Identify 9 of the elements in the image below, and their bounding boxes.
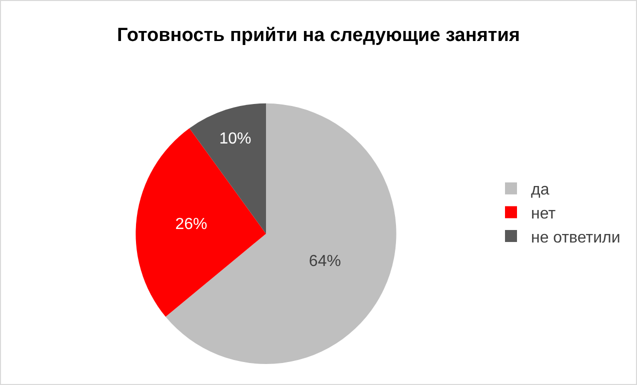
data-label: 10% (219, 130, 252, 148)
chart-title: Готовность прийти на следующие занятия (117, 25, 520, 46)
legend-label: да (531, 182, 550, 199)
pie-slice (136, 128, 266, 317)
data-label: 64% (308, 252, 341, 270)
pie-slice (166, 103, 396, 364)
legend-label: не ответили (531, 229, 620, 246)
legend-label: нет (531, 205, 556, 222)
data-label: 26% (175, 216, 208, 233)
